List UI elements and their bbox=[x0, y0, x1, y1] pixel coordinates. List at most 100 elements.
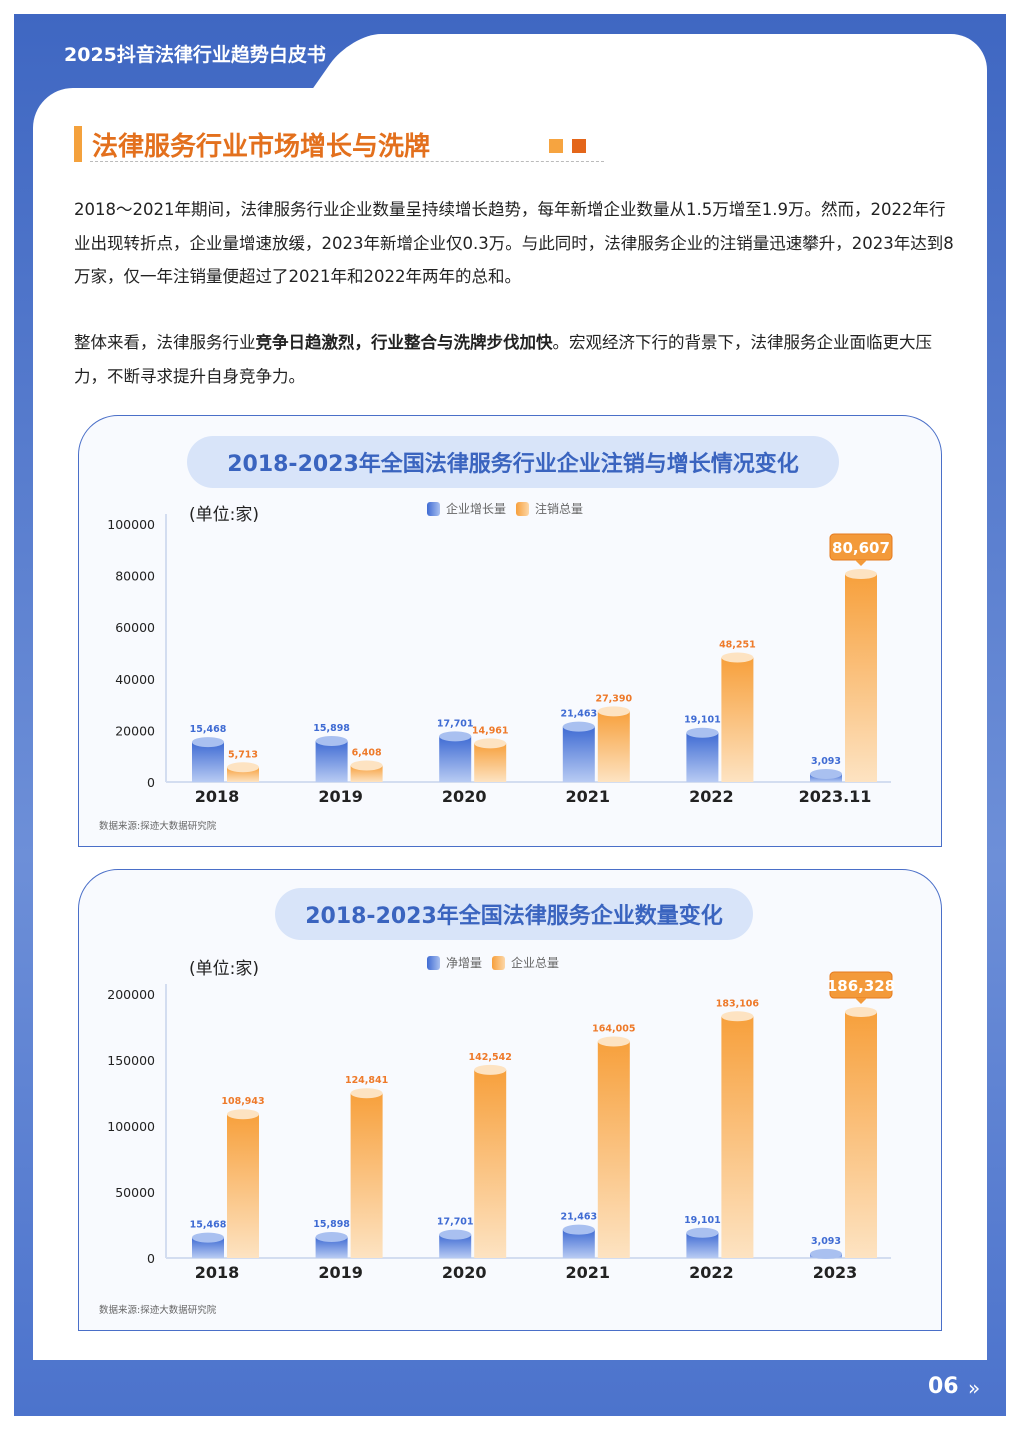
badge-pointer bbox=[855, 560, 867, 567]
card-tab bbox=[380, 34, 987, 114]
bar-cap bbox=[562, 721, 595, 732]
bar-blue bbox=[439, 1234, 472, 1258]
chart-title: 2018-2023年全国法律服务企业数量变化 bbox=[275, 888, 753, 940]
heading-accent-bar bbox=[74, 126, 82, 162]
y-tick-label: 0 bbox=[147, 1251, 155, 1266]
bold-text: 竞争日趋激烈，行业整合与洗牌步伐加快 bbox=[255, 333, 553, 352]
x-tick-label: 2019 bbox=[318, 1263, 363, 1282]
x-tick-label: 2019 bbox=[318, 787, 363, 806]
data-source: 数据来源:探迹大数据研究院 bbox=[99, 821, 217, 832]
data-label: 3,093 bbox=[811, 756, 841, 767]
data-label: 21,463 bbox=[560, 1212, 597, 1223]
bar-orange bbox=[474, 1069, 507, 1258]
bar-orange bbox=[474, 743, 507, 782]
legend-label: 企业总量 bbox=[511, 956, 560, 970]
bar-cap bbox=[845, 1007, 877, 1018]
legend-swatch bbox=[492, 955, 506, 970]
y-tick-label: 100000 bbox=[107, 1119, 155, 1134]
decor-square-icon bbox=[549, 139, 563, 153]
data-label: 17,701 bbox=[437, 718, 474, 729]
legend-swatch bbox=[427, 955, 440, 970]
bar-cap bbox=[597, 706, 630, 717]
x-tick-label: 2021 bbox=[566, 787, 611, 806]
divider bbox=[90, 161, 604, 162]
legend-item: 净增量 bbox=[427, 954, 482, 971]
bar-cap bbox=[192, 737, 224, 748]
data-label: 80,607 bbox=[832, 539, 890, 557]
bar-blue bbox=[192, 742, 224, 782]
data-label: 5,713 bbox=[228, 749, 258, 760]
legend-item: 注销总量 bbox=[516, 500, 583, 517]
bar-blue bbox=[686, 732, 719, 782]
bar-cap bbox=[192, 1232, 224, 1243]
data-label: 186,328 bbox=[827, 977, 895, 995]
bar-orange bbox=[845, 1012, 877, 1258]
bar-orange bbox=[721, 1016, 754, 1258]
bar-cap bbox=[721, 1011, 754, 1022]
text: 。宏观经济下行的背景下，法律服务企业面临更大压力，不断寻求提升自身竞争力。 bbox=[74, 333, 932, 386]
paragraph-1: 2018～2021年期间，法律服务行业企业数量呈持续增长趋势，每年新增企业数量从… bbox=[74, 200, 954, 286]
section-title: 法律服务行业市场增长与洗牌 bbox=[92, 131, 431, 162]
data-label: 15,468 bbox=[190, 1220, 227, 1231]
legend: 净增量 企业总量 bbox=[427, 954, 559, 971]
x-tick-label: 2023 bbox=[813, 1263, 858, 1282]
chart-1: 2018-2023年全国法律服务行业企业注销与增长情况变化 (单位:家) 企业增… bbox=[78, 415, 942, 847]
bar-blue bbox=[439, 736, 472, 782]
chart-plot: 0 20000 40000 60000 80000 100000 2018 15,468 5,7… bbox=[107, 514, 893, 806]
bar-cap bbox=[227, 1109, 259, 1120]
x-tick-label: 2021 bbox=[566, 1263, 611, 1282]
legend-label: 企业增长量 bbox=[446, 502, 507, 516]
data-label: 19,101 bbox=[684, 715, 721, 726]
x-tick-label: 2023.11 bbox=[799, 787, 872, 806]
chart-title: 2018-2023年全国法律服务行业企业注销与增长情况变化 bbox=[187, 436, 839, 488]
bar-cap bbox=[686, 1227, 719, 1238]
y-tick-label: 40000 bbox=[115, 672, 155, 687]
bar-cap bbox=[474, 738, 507, 749]
data-label: 6,408 bbox=[352, 747, 382, 758]
unit-label: (单位:家) bbox=[189, 505, 259, 525]
legend-item: 企业总量 bbox=[492, 954, 559, 971]
bar-blue bbox=[315, 1237, 348, 1258]
y-tick-label: 80000 bbox=[115, 569, 155, 584]
data-source: 数据来源:探迹大数据研究院 bbox=[99, 1305, 217, 1316]
bar-orange bbox=[227, 1114, 259, 1258]
y-tick-label: 50000 bbox=[115, 1185, 155, 1200]
decor-square-icon bbox=[572, 139, 586, 153]
data-label: 17,701 bbox=[437, 1217, 474, 1228]
bar-orange bbox=[845, 574, 877, 782]
data-label: 3,093 bbox=[811, 1236, 841, 1247]
data-label: 21,463 bbox=[560, 709, 597, 720]
page-number: 06 bbox=[928, 1374, 959, 1399]
bar-orange bbox=[597, 1041, 630, 1258]
x-tick-label: 2020 bbox=[442, 787, 487, 806]
bar-cap bbox=[562, 1224, 595, 1235]
legend-label: 注销总量 bbox=[535, 502, 584, 516]
data-label: 142,542 bbox=[469, 1052, 512, 1063]
bar-orange bbox=[350, 1093, 383, 1258]
x-tick-label: 2022 bbox=[689, 1263, 734, 1282]
chart-plot: 0 50000 100000 150000 200000 2018 15,468 108,94… bbox=[107, 971, 895, 1282]
bar-cap bbox=[350, 760, 383, 771]
badge-pointer bbox=[855, 998, 867, 1005]
data-label: 183,106 bbox=[716, 998, 760, 1009]
x-tick-label: 2020 bbox=[442, 1263, 487, 1282]
bar-cap bbox=[721, 652, 754, 663]
next-page-icon[interactable]: » bbox=[968, 1376, 981, 1400]
bar-cap bbox=[315, 735, 348, 746]
bar-cap bbox=[315, 1232, 348, 1243]
y-tick-label: 20000 bbox=[115, 723, 155, 738]
bar-cap bbox=[810, 1248, 842, 1259]
bar-cap bbox=[845, 569, 877, 580]
x-tick-label: 2018 bbox=[195, 1263, 240, 1282]
legend-item: 企业增长量 bbox=[427, 500, 506, 517]
section-heading: 法律服务行业市场增长与洗牌 bbox=[74, 125, 430, 163]
data-label: 15,898 bbox=[313, 723, 350, 734]
data-label: 48,251 bbox=[719, 640, 756, 651]
y-tick-label: 0 bbox=[147, 775, 155, 790]
data-label: 27,390 bbox=[595, 693, 632, 704]
x-tick-label: 2022 bbox=[689, 787, 734, 806]
paragraph-2: 整体来看，法律服务行业竞争日趋激烈，行业整合与洗牌步伐加快。宏观经济下行的背景下… bbox=[74, 326, 954, 393]
bar-orange bbox=[597, 711, 630, 782]
legend-swatch bbox=[427, 501, 440, 516]
data-label: 108,943 bbox=[221, 1096, 264, 1107]
